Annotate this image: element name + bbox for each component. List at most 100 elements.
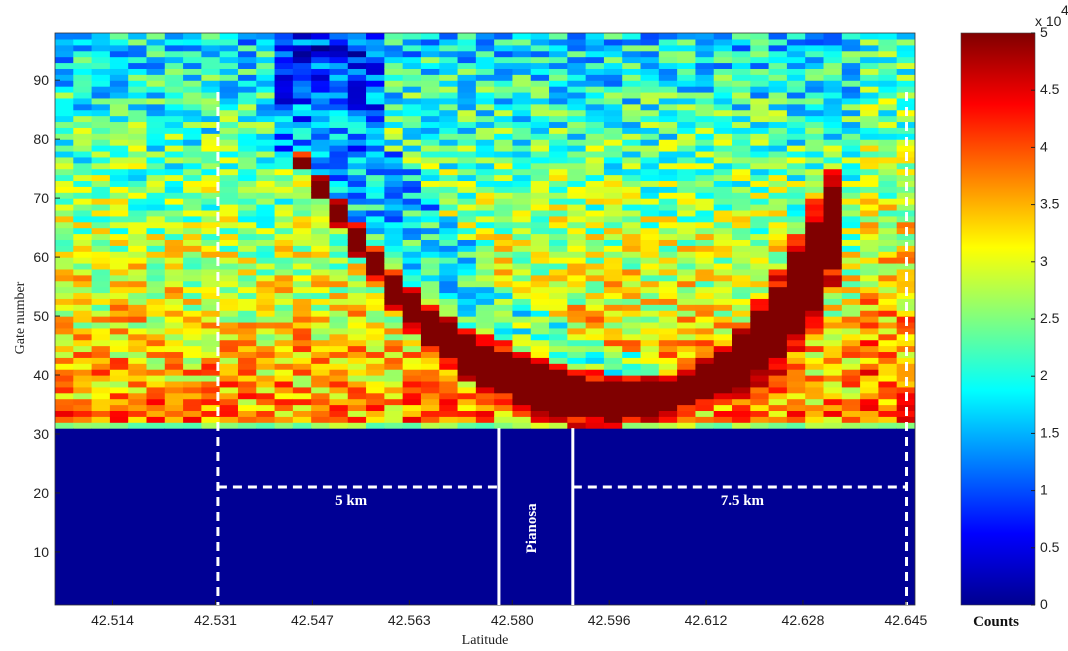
- heatmap-cell: [274, 481, 294, 488]
- heatmap-cell: [384, 198, 404, 205]
- heatmap-cell: [750, 174, 770, 182]
- heatmap-cell: [201, 274, 221, 282]
- heatmap-cell: [73, 433, 93, 441]
- heatmap-cell: [347, 192, 367, 199]
- heatmap-cell: [274, 363, 294, 370]
- heatmap-cell: [164, 310, 184, 317]
- heatmap-cell: [457, 121, 477, 128]
- heatmap-cell: [622, 274, 642, 282]
- heatmap-cell: [384, 74, 404, 81]
- heatmap-cell: [402, 451, 422, 459]
- heatmap-cell: [146, 304, 166, 311]
- heatmap-cell: [603, 139, 623, 146]
- heatmap-cell: [329, 186, 349, 193]
- heatmap-cell: [274, 156, 294, 164]
- heatmap-cell: [402, 251, 422, 258]
- heatmap-cell: [402, 457, 422, 465]
- heatmap-cell: [677, 251, 697, 258]
- heatmap-cell: [549, 351, 568, 358]
- heatmap-cell: [91, 274, 111, 282]
- heatmap-cell: [311, 86, 331, 93]
- heatmap-cell: [366, 410, 385, 417]
- heatmap-cell: [366, 321, 385, 329]
- heatmap-cell: [585, 363, 605, 370]
- heatmap-cell: [475, 416, 495, 423]
- heatmap-cell: [439, 557, 459, 565]
- heatmap-cell: [274, 457, 294, 465]
- heatmap-cell: [841, 109, 861, 117]
- heatmap-cell: [677, 86, 697, 93]
- heatmap-cell: [311, 262, 331, 270]
- heatmap-cell: [841, 86, 861, 93]
- heatmap-cell: [786, 38, 806, 46]
- y-tick-label: 50: [33, 308, 49, 324]
- heatmap-cell: [622, 68, 642, 75]
- heatmap-cell: [55, 463, 74, 470]
- heatmap-cell: [732, 557, 751, 565]
- heatmap-cell: [640, 251, 660, 258]
- heatmap-cell: [622, 510, 642, 518]
- heatmap-cell: [896, 298, 915, 305]
- heatmap-cell: [256, 156, 276, 164]
- heatmap-cell: [823, 492, 843, 500]
- heatmap-cell: [622, 398, 642, 406]
- heatmap-cell: [457, 115, 477, 123]
- heatmap-cell: [475, 68, 495, 75]
- heatmap-cell: [109, 233, 129, 240]
- heatmap-cell: [603, 581, 623, 588]
- heatmap-cell: [219, 327, 239, 335]
- heatmap-cell: [402, 50, 422, 58]
- heatmap-cell: [109, 156, 129, 164]
- heatmap-cell: [603, 404, 623, 412]
- heatmap-cell: [73, 145, 93, 152]
- heatmap-cell: [640, 268, 660, 276]
- heatmap-cell: [73, 62, 93, 69]
- heatmap-cell: [439, 162, 459, 170]
- heatmap-cell: [475, 109, 495, 117]
- heatmap-cell: [677, 410, 697, 417]
- heatmap-cell: [219, 192, 239, 199]
- heatmap-cell: [585, 56, 605, 64]
- heatmap-cell: [201, 150, 221, 158]
- heatmap-cell: [256, 546, 276, 553]
- heatmap-cell: [732, 492, 751, 500]
- heatmap-cell: [732, 280, 751, 288]
- heatmap-cell: [622, 80, 642, 87]
- heatmap-cell: [786, 357, 806, 364]
- heatmap-cell: [183, 569, 202, 577]
- heatmap-cell: [439, 363, 459, 370]
- heatmap-cell: [677, 227, 697, 235]
- heatmap-cell: [494, 528, 514, 535]
- heatmap-cell: [128, 557, 148, 565]
- heatmap-cell: [622, 316, 642, 323]
- heatmap-cell: [347, 569, 367, 577]
- heatmap-cell: [475, 316, 495, 323]
- heatmap-cell: [695, 156, 715, 164]
- heatmap-cell: [860, 404, 880, 412]
- heatmap-cell: [237, 445, 257, 453]
- heatmap-cell: [750, 333, 770, 341]
- heatmap-cell: [732, 38, 751, 46]
- heatmap-cell: [768, 150, 788, 158]
- heatmap-cell: [384, 316, 404, 323]
- heatmap-cell: [585, 33, 605, 40]
- heatmap-cell: [384, 369, 404, 376]
- heatmap-cell: [512, 375, 532, 382]
- heatmap-cell: [402, 339, 422, 347]
- heatmap-cell: [695, 534, 715, 541]
- heatmap-cell: [347, 445, 367, 453]
- heatmap-cell: [658, 162, 678, 170]
- heatmap-cell: [311, 375, 331, 382]
- heatmap-cell: [274, 469, 294, 476]
- colorbar-ticks: 00.511.522.533.544.55: [1031, 24, 1060, 612]
- heatmap-cell: [457, 215, 477, 223]
- heatmap-cell: [603, 239, 623, 246]
- heatmap-cell: [750, 587, 770, 594]
- heatmap-cell: [750, 451, 770, 459]
- heatmap-cell: [640, 162, 660, 170]
- heatmap-cell: [732, 593, 751, 600]
- heatmap-cell: [292, 62, 312, 69]
- heatmap-cell: [658, 357, 678, 364]
- heatmap-cell: [860, 62, 880, 69]
- heatmap-cell: [146, 445, 166, 453]
